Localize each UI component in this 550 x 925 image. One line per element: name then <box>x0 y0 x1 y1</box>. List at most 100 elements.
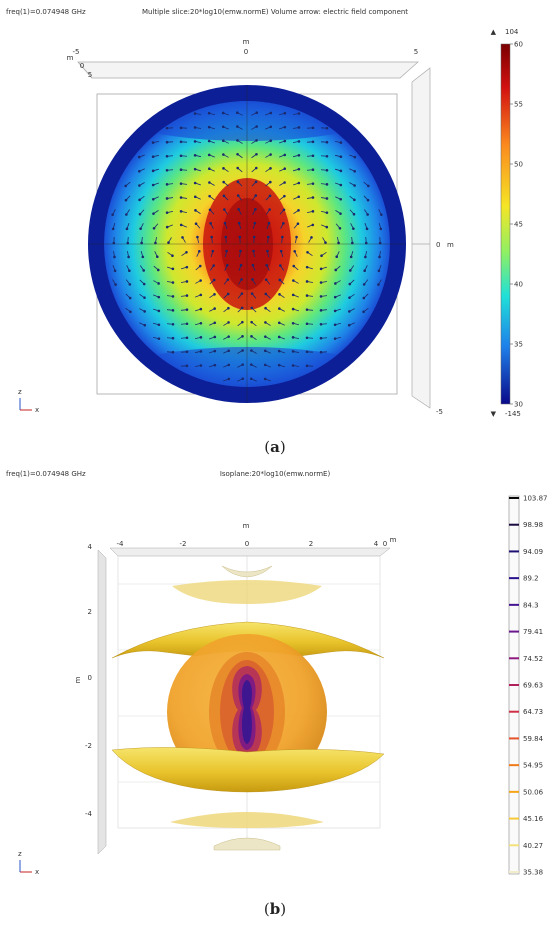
field-arrow-head <box>157 309 161 313</box>
field-arrow-head <box>171 295 175 298</box>
field-arrow-head <box>250 349 253 352</box>
panel-a-side-unit: m <box>67 54 74 62</box>
field-arrow-head <box>185 250 188 254</box>
field-arrow-head <box>283 125 287 129</box>
panel-a-top-tick-3: 5 <box>414 48 418 56</box>
field-arrow-head <box>333 337 337 340</box>
field-arrow-head <box>311 126 315 130</box>
field-arrow-head <box>238 235 242 239</box>
field-arrow-head <box>241 349 244 352</box>
field-arrow-head <box>227 349 231 353</box>
field-arrow-head <box>253 221 257 225</box>
panel-a-triad-z: z <box>18 388 22 396</box>
panel-a-top-frame <box>77 61 419 79</box>
field-arrow-head <box>185 364 189 368</box>
field-arrow-head <box>269 125 273 129</box>
field-arrow-head <box>348 282 352 286</box>
field-arrow-head <box>297 209 300 212</box>
panel-b-side-tick-1: 4 <box>88 543 93 551</box>
panel-a-top-tick-1: -5 <box>73 48 80 56</box>
field-arrow-head <box>279 264 282 267</box>
field-arrow-head <box>227 377 231 381</box>
field-arrow-head <box>252 235 256 239</box>
field-arrow-head <box>221 139 225 143</box>
field-arrow-head <box>349 269 352 272</box>
field-arrow-head <box>305 265 309 269</box>
field-arrow-head <box>305 364 309 368</box>
field-arrow-head <box>128 269 131 272</box>
field-arrow-head <box>236 194 240 197</box>
bottom-sheet-surface <box>170 812 324 828</box>
colorbar-tick-label: 30 <box>514 401 523 409</box>
field-arrow-head <box>165 211 169 214</box>
colorbar-level-label: 89.2 <box>523 575 539 583</box>
field-arrow-head <box>151 169 155 173</box>
field-arrow-head <box>199 321 203 325</box>
field-arrow-head <box>282 208 286 212</box>
colorbar-max-marker: 104 <box>505 28 519 36</box>
field-arrow-head <box>254 194 258 197</box>
field-arrow-head <box>236 125 239 128</box>
field-arrow-head <box>137 169 141 173</box>
colorbar-tick-label: 45 <box>514 221 523 229</box>
field-arrow-head <box>377 283 380 286</box>
field-arrow-head <box>297 126 301 129</box>
field-arrow-head <box>263 349 267 353</box>
field-arrow-head <box>212 278 216 282</box>
field-arrow-head <box>250 335 253 338</box>
field-arrow-head <box>126 241 130 245</box>
field-arrow-head <box>165 140 169 144</box>
colorbar-level-label: 94.09 <box>523 548 543 556</box>
field-arrow-head <box>193 195 197 199</box>
field-arrow-head <box>152 226 156 230</box>
field-arrow-head <box>379 227 383 231</box>
field-arrow-head <box>171 281 175 284</box>
field-arrow-head <box>207 153 211 157</box>
colorbar-level-label: 35.38 <box>523 869 543 877</box>
field-arrow-head <box>296 222 300 226</box>
field-arrow-head <box>264 292 268 296</box>
field-arrow-head <box>141 255 145 259</box>
field-arrow-head <box>339 141 343 144</box>
panel-a-right-unit: m <box>447 241 454 249</box>
caption-b: (b) <box>263 900 287 918</box>
panel-b-plot-frame <box>117 555 381 829</box>
colorbar-tick-label: 40 <box>514 281 523 289</box>
field-arrow-head <box>254 208 257 211</box>
field-arrow-head <box>157 295 161 299</box>
field-arrow-head <box>319 309 323 312</box>
panel-a-top-tick-2: 0 <box>244 48 248 56</box>
field-arrow-head <box>151 141 155 144</box>
field-arrow-head <box>351 241 354 245</box>
field-arrow-head <box>378 241 382 245</box>
field-arrow-head <box>377 269 381 273</box>
colorbar-tick-label: 35 <box>514 341 523 349</box>
field-arrow-head <box>227 363 231 367</box>
field-arrow-head <box>282 222 285 225</box>
field-arrow-head <box>263 363 267 367</box>
field-arrow-head <box>197 249 201 253</box>
field-arrow-head <box>277 321 281 325</box>
field-arrow-head <box>283 181 286 184</box>
field-arrow-head <box>139 227 142 230</box>
caption-b-letter: b <box>269 900 281 918</box>
field-arrow-head <box>171 267 175 271</box>
field-arrow-head <box>364 241 368 245</box>
field-arrow-head <box>297 154 301 157</box>
field-arrow-head <box>154 241 157 245</box>
field-arrow-head <box>291 364 295 367</box>
field-arrow-head <box>157 337 161 340</box>
field-arrow-head <box>319 267 323 271</box>
field-arrow-head <box>213 349 217 353</box>
field-arrow-head <box>311 154 315 158</box>
field-arrow-head <box>165 183 169 186</box>
field-arrow-head <box>362 310 365 314</box>
field-arrow-head <box>264 306 267 310</box>
field-arrow-head <box>236 152 239 156</box>
top-cap-surface <box>221 565 273 578</box>
field-arrow-head <box>112 241 116 245</box>
field-arrow-head <box>207 167 211 171</box>
field-arrow-head <box>268 194 272 198</box>
field-arrow-head <box>143 296 146 299</box>
top-sheet-surface <box>172 580 322 604</box>
